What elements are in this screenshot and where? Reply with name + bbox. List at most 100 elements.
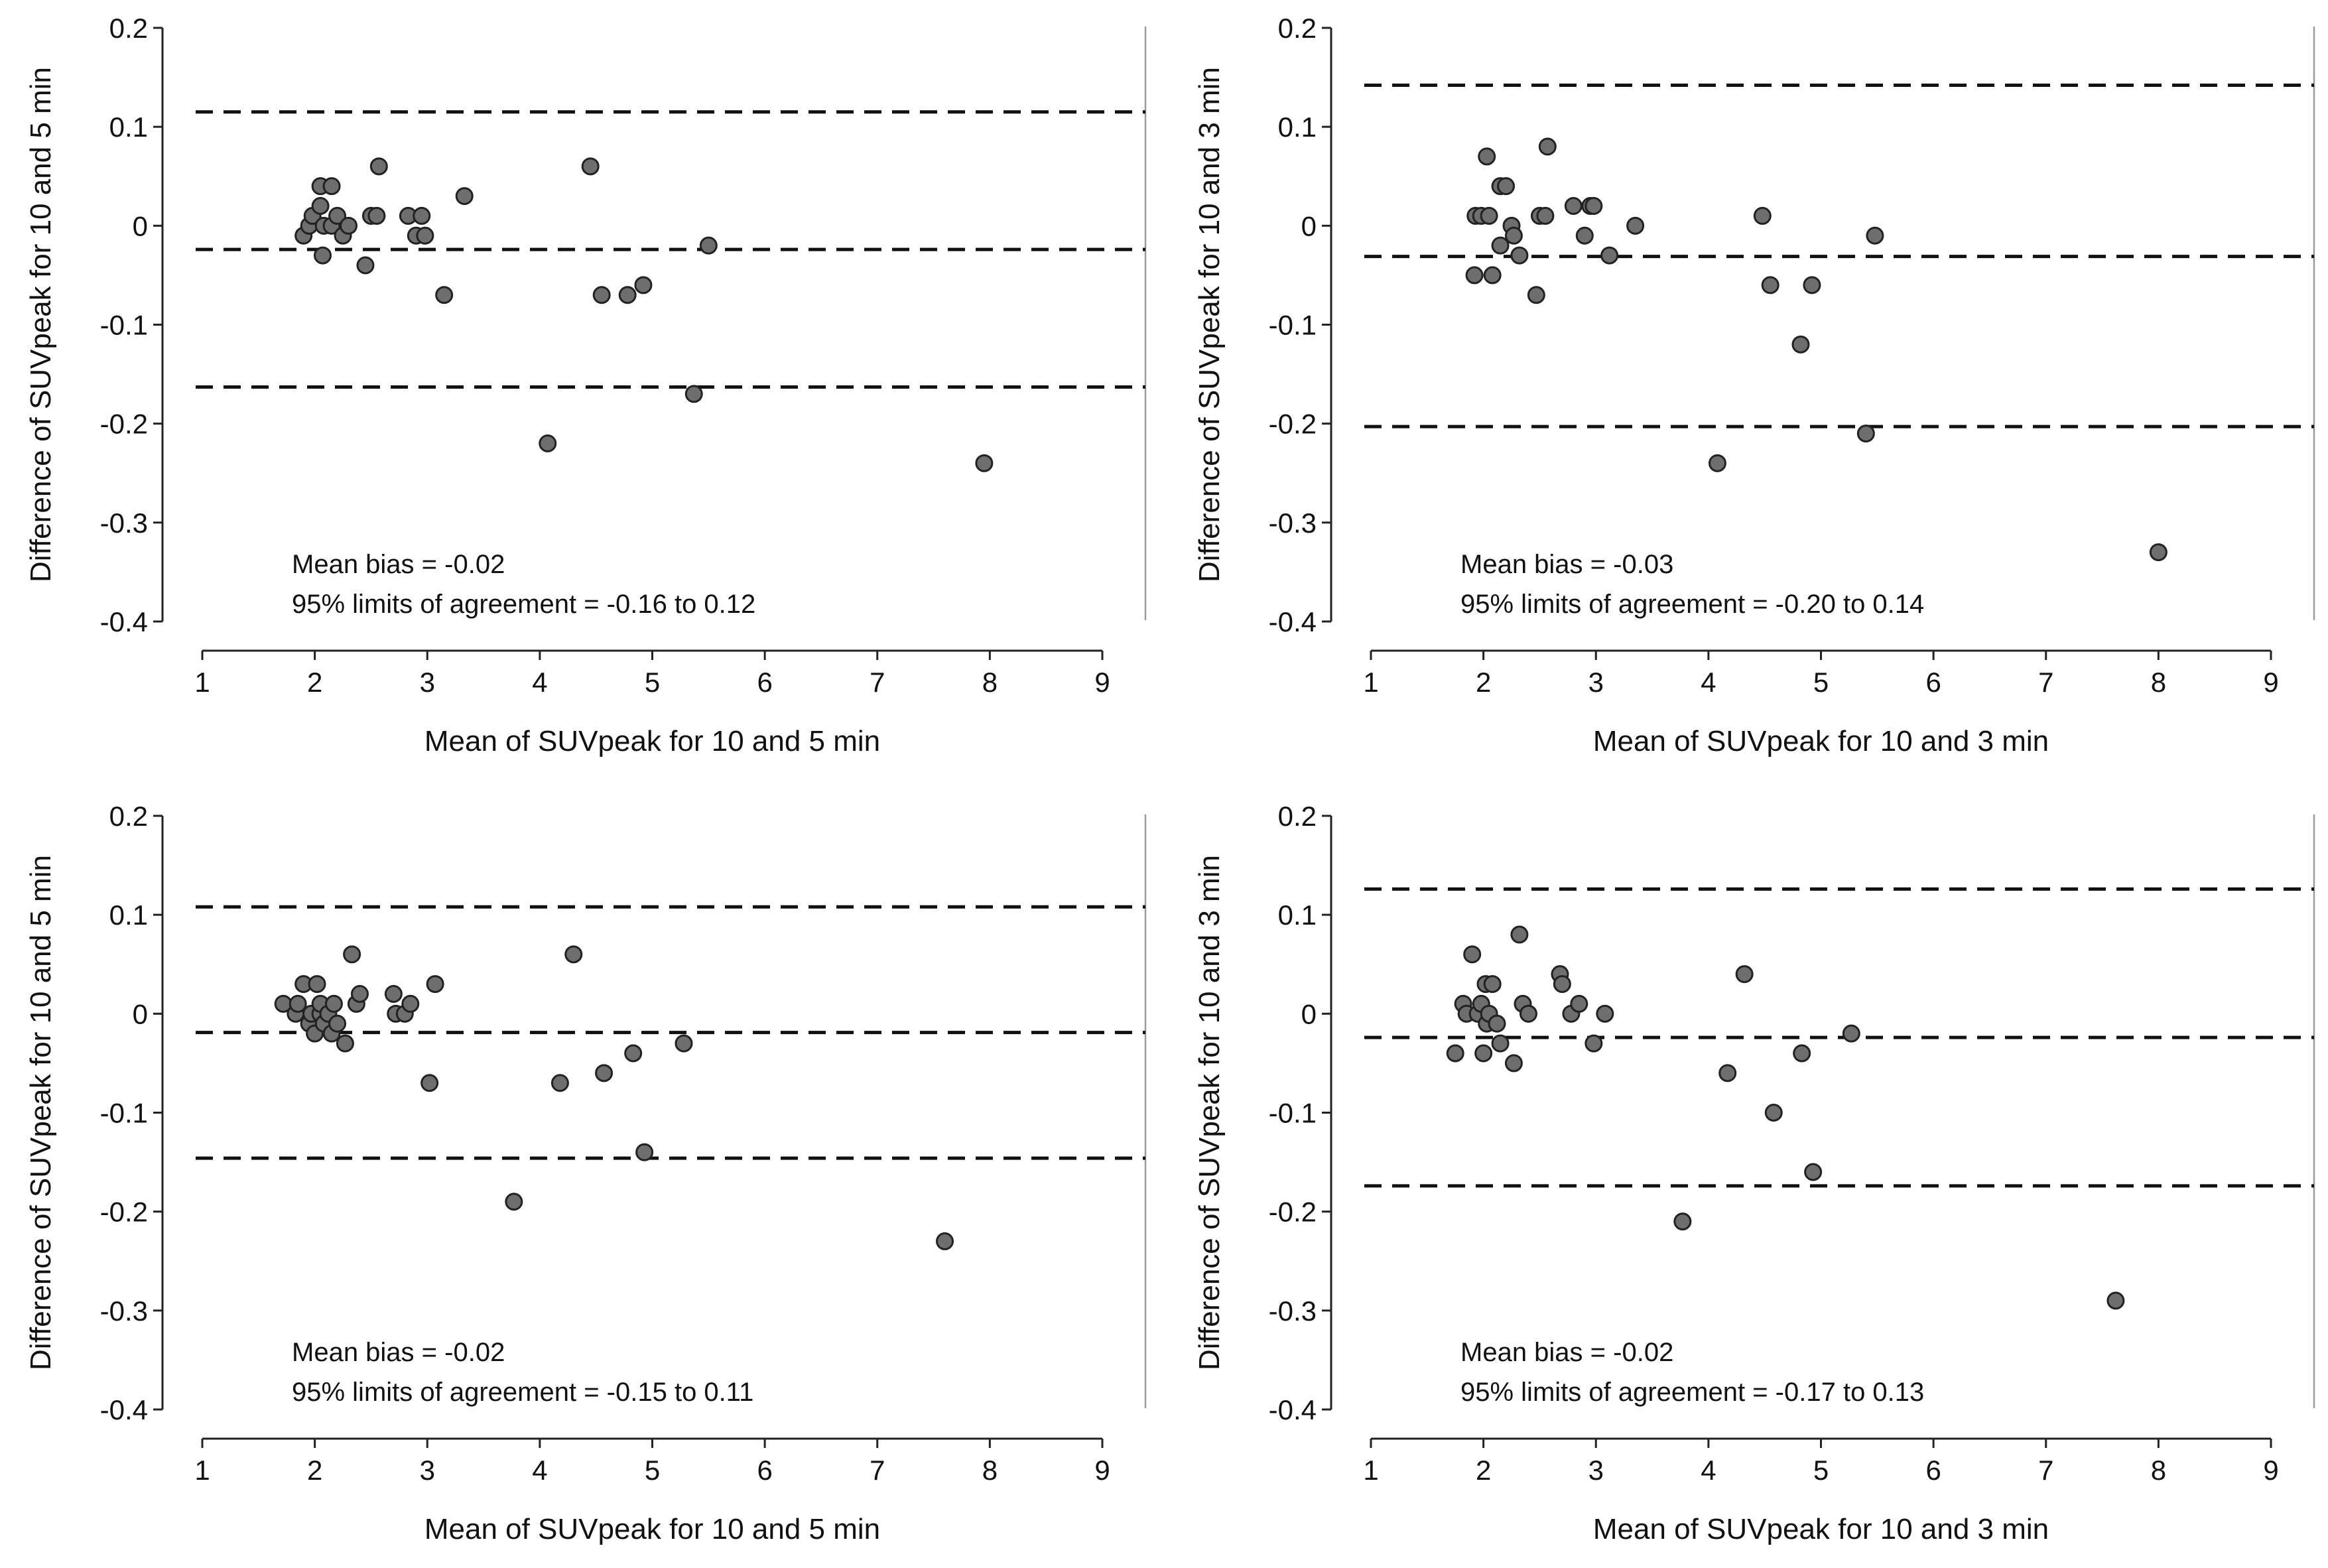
data-point — [401, 994, 420, 1013]
data-point — [1504, 1054, 1523, 1073]
data-point — [1600, 246, 1619, 265]
y-tick-label: 0.1 — [1278, 111, 1317, 143]
data-point — [328, 1014, 347, 1033]
data-point — [1491, 236, 1510, 255]
x-tick-label: 1 — [194, 667, 210, 698]
y-tick-label: -0.3 — [100, 1295, 148, 1327]
x-tick-label: 1 — [1363, 667, 1378, 698]
data-point — [308, 975, 326, 994]
y-tick-label: 0.2 — [109, 801, 148, 832]
y-tick-label: -0.4 — [100, 1394, 148, 1425]
data-point — [1491, 1034, 1510, 1053]
mean-bias-annotation: Mean bias = -0.03 — [1460, 550, 1673, 579]
data-point — [1463, 945, 1482, 964]
data-point — [539, 434, 557, 452]
x-tick-label: 8 — [2151, 1455, 2166, 1486]
y-tick-label: -0.3 — [100, 507, 148, 539]
y-tick-label: 0.2 — [1278, 13, 1317, 44]
data-point — [2149, 543, 2167, 562]
data-point — [1488, 1014, 1506, 1033]
x-tick-label: 6 — [757, 667, 772, 698]
x-tick-label: 6 — [757, 1455, 772, 1486]
data-point — [595, 1064, 614, 1082]
x-tick-label: 4 — [532, 667, 547, 698]
x-tick-label: 1 — [1363, 1455, 1378, 1486]
data-point — [635, 1143, 654, 1161]
y-tick-label: -0.1 — [100, 310, 148, 341]
x-tick-label: 7 — [870, 667, 885, 698]
data-point — [581, 157, 600, 176]
y-tick-label: -0.1 — [100, 1098, 148, 1129]
data-point — [1791, 335, 1810, 354]
data-point — [1538, 137, 1557, 156]
data-point — [1478, 147, 1496, 166]
y-tick-label: 0.1 — [109, 899, 148, 931]
x-tick-label: 3 — [1588, 667, 1604, 698]
chart-panel-3: 0.2 0.1 0 -0.1 -0.2 -0.3 -0.4 1 2 3 4 5 6 7 8 9 Mean of … — [25, 801, 1147, 1545]
data-point — [1866, 226, 1884, 245]
data-point — [413, 206, 431, 225]
data-point — [1804, 1163, 1823, 1181]
data-point — [1793, 1044, 1811, 1063]
data-point — [1483, 266, 1502, 285]
x-tick-label: 2 — [1476, 667, 1491, 698]
data-point — [1718, 1064, 1737, 1082]
y-tick-label: 0 — [133, 210, 148, 241]
data-point — [1708, 454, 1726, 472]
x-tick-label: 2 — [307, 667, 322, 698]
data-point — [1596, 1004, 1614, 1023]
limits-of-agreement-annotation: 95% limits of agreement = -0.17 to 0.13 — [1460, 1378, 1924, 1407]
data-point — [340, 216, 358, 235]
data-point — [1626, 216, 1645, 235]
data-point — [1673, 1212, 1692, 1231]
data-point — [1504, 226, 1523, 245]
chart-panel-4: 0.2 0.1 0 -0.1 -0.2 -0.3 -0.4 1 2 3 4 5 6 7 8 9 Mean of … — [1193, 801, 2315, 1545]
y-axis-title: Difference of SUVpeak for 10 and 3 min — [1193, 67, 1226, 582]
x-axis-title: Mean of SUVpeak for 10 and 5 min — [424, 725, 880, 757]
data-point — [367, 206, 386, 225]
x-tick-label: 6 — [1925, 667, 1941, 698]
x-tick-label: 9 — [1094, 1455, 1110, 1486]
x-tick-label: 2 — [1476, 1455, 1491, 1486]
data-point — [699, 236, 718, 255]
data-point — [1483, 975, 1502, 994]
data-point — [1527, 286, 1545, 304]
y-tick-label: -0.1 — [1269, 1098, 1317, 1129]
data-point — [324, 994, 343, 1013]
data-point — [564, 945, 583, 964]
data-point — [1570, 994, 1588, 1013]
data-point — [1480, 206, 1498, 225]
data-point — [2106, 1291, 2125, 1310]
mean-bias-annotation: Mean bias = -0.02 — [292, 1338, 505, 1367]
data-point — [1764, 1104, 1783, 1122]
data-point — [1735, 965, 1754, 984]
x-tick-label: 5 — [1813, 667, 1829, 698]
x-tick-label: 7 — [2038, 667, 2053, 698]
y-tick-label: 0 — [1301, 210, 1317, 241]
y-tick-label: -0.4 — [100, 606, 148, 637]
data-point — [322, 177, 341, 196]
x-tick-label: 8 — [982, 1455, 998, 1486]
data-point — [1803, 276, 1821, 294]
x-axis-title: Mean of SUVpeak for 10 and 3 min — [1593, 725, 2049, 757]
data-point — [1575, 226, 1594, 245]
data-point — [455, 187, 474, 206]
y-axis-title: Difference of SUVpeak for 10 and 3 min — [1193, 855, 1226, 1370]
data-point — [356, 256, 375, 275]
data-point — [550, 1074, 569, 1092]
data-point — [311, 197, 330, 215]
y-tick-label: -0.3 — [1269, 1295, 1317, 1327]
y-tick-label: 0.2 — [109, 13, 148, 44]
data-point — [289, 994, 307, 1013]
x-tick-label: 9 — [1094, 667, 1110, 698]
data-point — [1465, 266, 1484, 285]
x-tick-label: 9 — [2263, 1455, 2278, 1486]
x-tick-label: 6 — [1925, 1455, 1941, 1486]
x-tick-label: 5 — [645, 667, 660, 698]
data-point — [416, 226, 434, 245]
data-point — [936, 1232, 954, 1250]
mean-bias-annotation: Mean bias = -0.02 — [292, 550, 505, 579]
data-point — [634, 276, 653, 294]
data-point — [975, 454, 994, 472]
